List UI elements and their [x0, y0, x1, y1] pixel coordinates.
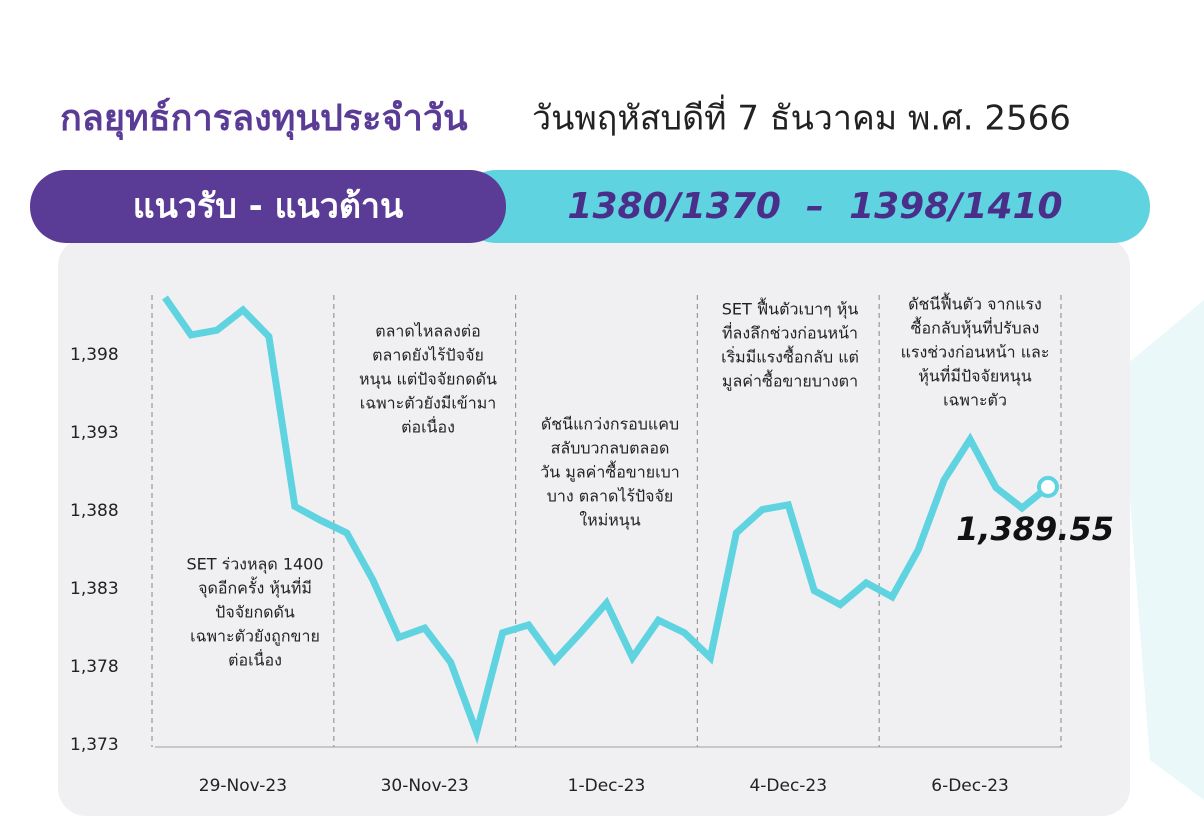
- annotation: หนุน แต่ปัจจัยกดดัน: [359, 370, 497, 390]
- banner-label: แนวรับ - แนวต้าน: [133, 187, 404, 227]
- title: กลยุทธ์การลงทุนประจำวัน: [60, 97, 468, 141]
- annotation: เริ่มมีแรงซื้อกลับ แต่: [721, 346, 859, 367]
- annotation: บาง ตลาดไร้ปัจจัย: [547, 487, 674, 506]
- annotation: วัน มูลค่าซื้อขายเบา: [540, 461, 679, 483]
- annotation: แรงช่วงก่อนหน้า และ: [901, 343, 1050, 362]
- levels-pill: [460, 170, 1150, 243]
- annotation: ที่ลงลึกช่วงก่อนหน้า: [722, 322, 858, 343]
- annotation: สลับบวกลบตลอด: [551, 439, 670, 458]
- banner-levels: 1380/1370 – 1398/1410: [567, 186, 1062, 227]
- y-tick-label: 1,383: [70, 579, 119, 599]
- annotation: ตลาดไหลลงต่อ: [375, 322, 481, 341]
- value-label: 1,389.55: [956, 510, 1114, 548]
- annotation: ต่อเนื่อง: [228, 649, 282, 670]
- annotation: ต่อเนื่อง: [401, 416, 455, 437]
- y-tick-label: 1,373: [70, 735, 119, 755]
- x-tick-label: 29-Nov-23: [199, 776, 287, 796]
- y-tick-label: 1,388: [70, 501, 119, 521]
- end-marker: [1036, 475, 1059, 498]
- date: วันพฤหัสบดีที่ 7 ธันวาคม พ.ศ. 2566: [532, 95, 1071, 139]
- y-tick-label: 1,398: [70, 345, 119, 365]
- x-tick-label: 6-Dec-23: [931, 776, 1009, 796]
- x-tick-label: 4-Dec-23: [749, 776, 827, 796]
- x-tick-label: 30-Nov-23: [381, 776, 469, 796]
- annotation: ดัชนีฟื้นตัว จากแรง: [908, 293, 1042, 314]
- annotation: ตลาดยังไร้ปัจจัย: [372, 346, 484, 365]
- label-pill: [30, 170, 506, 243]
- annotation: เฉพาะตัวยังมีเข้ามา: [360, 394, 497, 413]
- annotation: หุ้นที่มีปัจจัยหนุน: [918, 365, 1031, 387]
- annotation: จุดอีกครั้ง หุ้นที่มี: [198, 577, 312, 599]
- y-tick-label: 1,393: [70, 423, 119, 443]
- y-tick-label: 1,378: [70, 657, 119, 677]
- annotation: SET ฟื้นตัวเบาๆ หุ้น: [722, 298, 859, 320]
- annotation: SET ร่วงหลุด 1400: [186, 555, 323, 575]
- annotation: ซื้อกลับหุ้นที่ปรับลง: [911, 317, 1040, 339]
- annotation: ดัชนีแกว่งกรอบแคบ: [541, 415, 679, 434]
- annotation: มูลค่าซื้อขายบางตา: [722, 370, 858, 392]
- annotation: ปัจจัยกดดัน: [215, 603, 295, 622]
- annotation: เฉพาะตัวยังถูกขาย: [190, 627, 320, 647]
- x-tick-label: 1-Dec-23: [568, 776, 646, 796]
- chart-panel: [58, 238, 1130, 816]
- annotation: ใหม่หนุน: [579, 511, 640, 531]
- price-line: [162, 295, 1051, 745]
- background-shape: [1120, 300, 1204, 800]
- annotation: เฉพาะตัว: [943, 391, 1007, 410]
